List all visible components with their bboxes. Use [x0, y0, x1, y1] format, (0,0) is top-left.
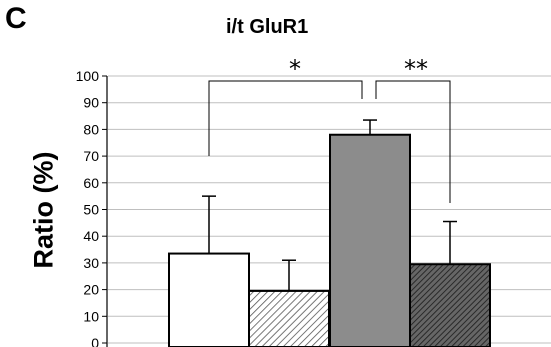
y-tick-label: 100: [76, 68, 100, 84]
y-tick-label: 0: [91, 335, 99, 347]
y-tick-label: 10: [83, 308, 99, 324]
bar: [409, 263, 491, 347]
y-tick-label: 80: [83, 121, 99, 137]
bar: [329, 133, 411, 347]
significance-bracket: [208, 80, 363, 156]
significance-bracket: [375, 80, 451, 203]
y-tick-label: 70: [83, 148, 99, 164]
y-tick-label: 50: [83, 202, 99, 218]
bar: [168, 252, 250, 347]
y-tick-label: 30: [83, 255, 99, 271]
y-tick-label: 60: [83, 175, 99, 191]
significance-label: **: [404, 55, 428, 83]
chart-title: i/t GluR1: [226, 16, 309, 38]
y-tick-label: 90: [83, 95, 99, 111]
significance-label: *: [289, 55, 301, 83]
y-tick-label: 40: [83, 228, 99, 244]
bar: [248, 289, 330, 347]
y-tick-label: 20: [83, 282, 99, 298]
panel-letter: C: [5, 2, 27, 35]
